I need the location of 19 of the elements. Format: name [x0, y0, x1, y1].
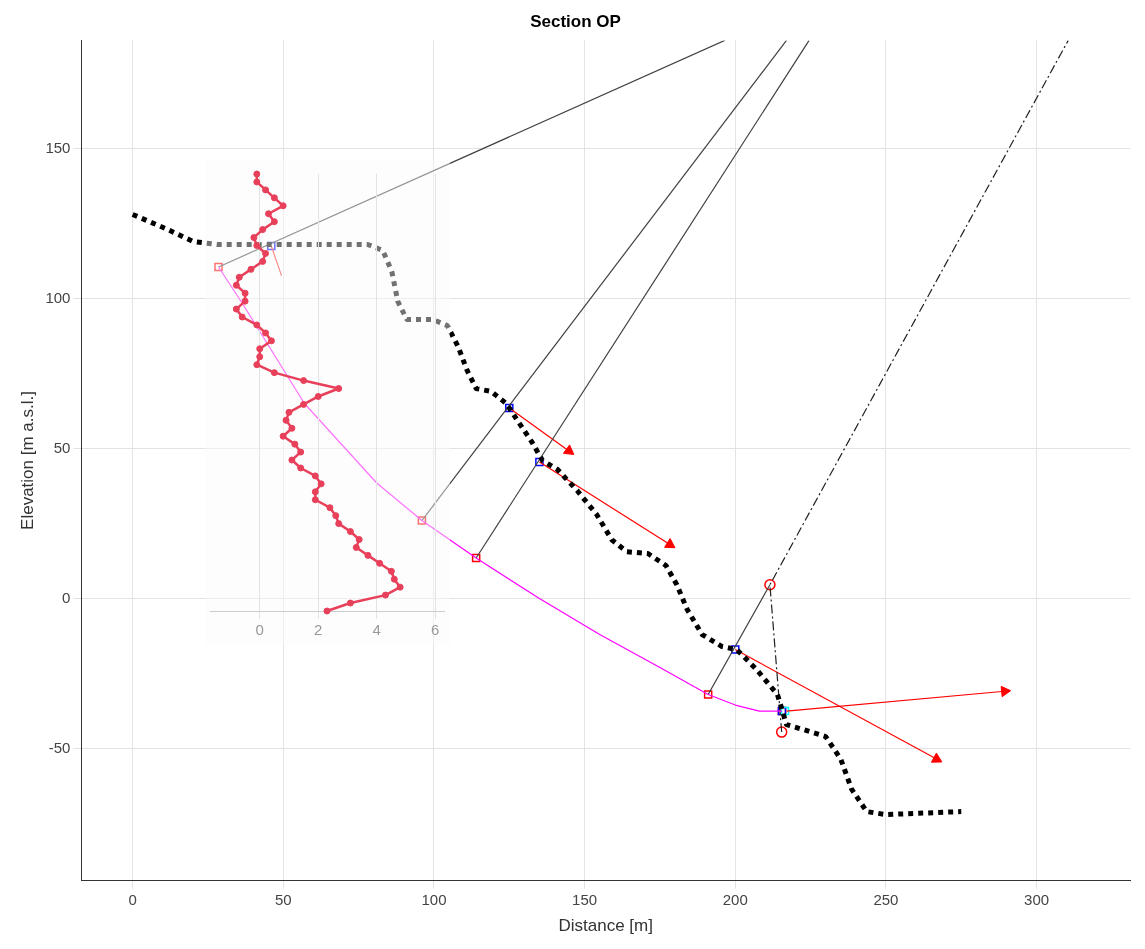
x-tick-label: 0 — [128, 890, 137, 908]
y-tick-label: 0 — [62, 588, 71, 606]
x-tick-label: 200 — [722, 890, 748, 908]
x-axis-title: Distance [m] — [558, 916, 653, 936]
y-axis-title: Elevation [m a.s.l.] — [17, 391, 37, 530]
x-tick-label: 50 — [274, 890, 292, 908]
y-tick-label: -50 — [48, 738, 71, 756]
y-tick-label: 100 — [45, 288, 71, 306]
x-tick-label: 100 — [421, 890, 447, 908]
y-tick-label: 150 — [45, 138, 71, 156]
y-tick-label: 50 — [53, 438, 71, 456]
x-tick-label: 150 — [572, 890, 598, 908]
x-tick-label: 250 — [873, 890, 899, 908]
x-tick-label: 300 — [1024, 890, 1050, 908]
x-tick-label: 2 — [314, 621, 323, 639]
x-tick-label: 6 — [431, 621, 440, 639]
x-tick-label: 0 — [255, 621, 264, 639]
chart-title: Section OP — [530, 11, 621, 31]
x-tick-label: 4 — [372, 621, 381, 639]
